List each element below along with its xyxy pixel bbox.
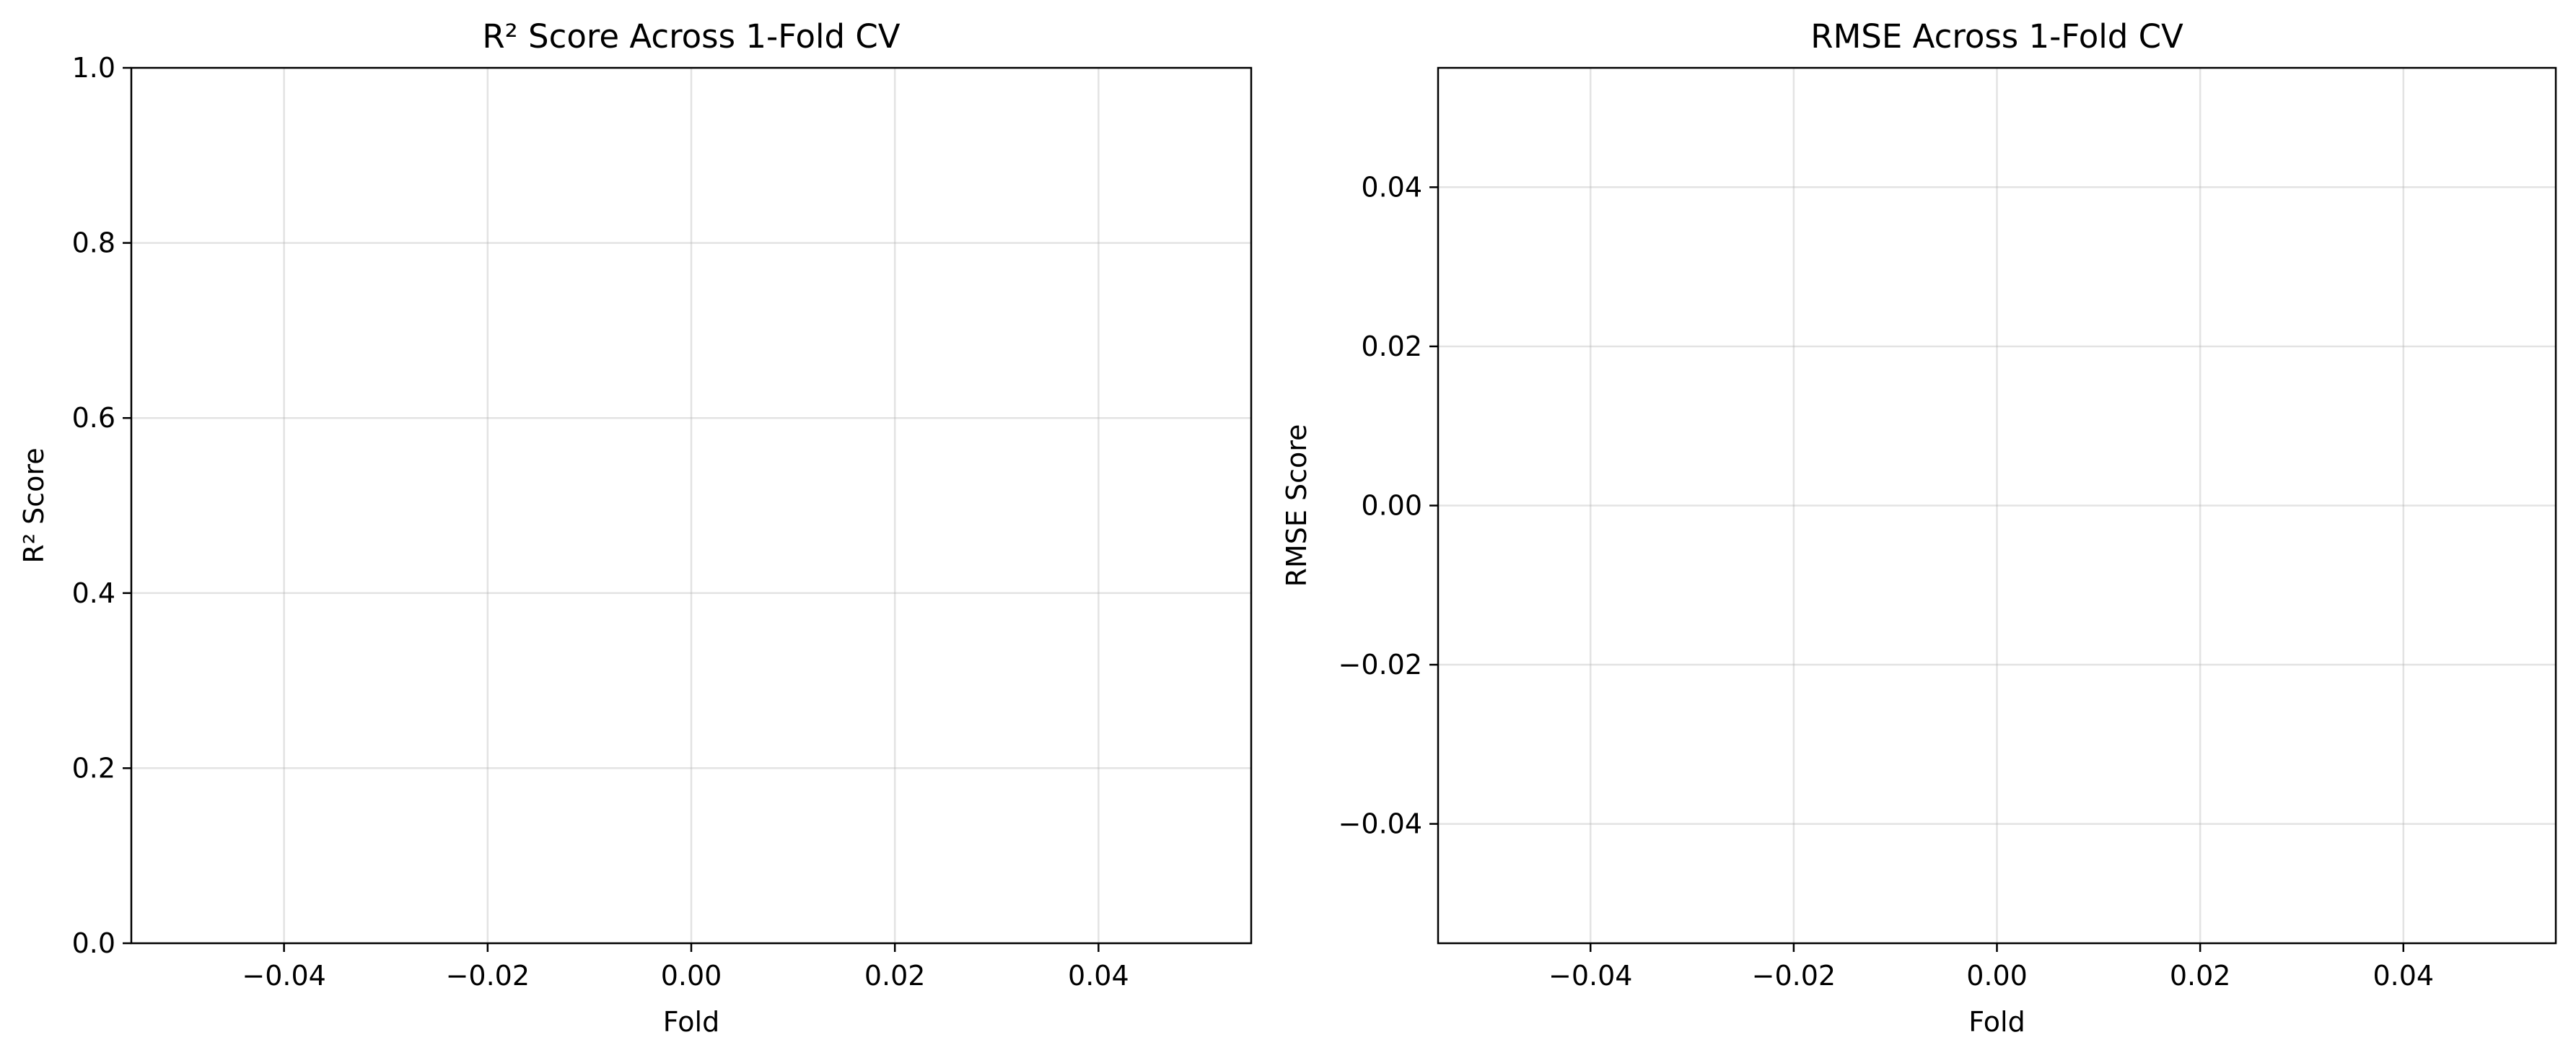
r2-x-tick-label: −0.02 (446, 960, 530, 992)
r2-y-tick-label: 0.8 (72, 227, 115, 259)
rmse-x-tick-label: 0.00 (1966, 960, 2028, 992)
rmse-x-tick-label: 0.04 (2373, 960, 2434, 992)
r2-chart-title: R² Score Across 1-Fold CV (482, 17, 900, 56)
rmse-y-tick-label: −0.04 (1339, 808, 1422, 840)
r2-ticks: −0.04 −0.02 0.00 0.02 0.04 0.0 0.2 0.4 0.6 0.8 1.0 (72, 52, 1129, 992)
rmse-ticks: −0.04 −0.02 0.00 0.02 0.04 −0.04 −0.02 0.00 0.02… (1339, 171, 2435, 992)
r2-y-tick-label: 1.0 (72, 52, 115, 84)
rmse-y-tick-label: −0.02 (1339, 649, 1422, 681)
rmse-x-tick-label: 0.02 (2170, 960, 2231, 992)
r2-chart-panel: −0.04 −0.02 0.00 0.02 0.04 0.0 0.2 0.4 0.6 0.8 1.0… (18, 17, 1253, 1038)
rmse-x-tick-label: −0.02 (1752, 960, 1836, 992)
rmse-y-tick-label: 0.04 (1361, 171, 1422, 203)
rmse-y-tick-label: 0.02 (1361, 331, 1422, 362)
r2-x-tick-label: −0.04 (242, 960, 325, 992)
rmse-y-tick-label: 0.00 (1361, 490, 1422, 522)
rmse-grid (1438, 68, 2556, 943)
r2-y-tick-label: 0.0 (72, 927, 115, 959)
rmse-x-axis-label: Fold (1968, 1006, 2025, 1038)
rmse-chart-panel: −0.04 −0.02 0.00 0.02 0.04 −0.04 −0.02 0.00 0.02… (1281, 17, 2557, 1038)
r2-x-tick-label: 0.00 (661, 960, 722, 992)
r2-y-axis-label: R² Score (18, 447, 50, 563)
rmse-chart-title: RMSE Across 1-Fold CV (1810, 17, 2183, 56)
rmse-x-tick-label: −0.04 (1548, 960, 1632, 992)
r2-y-tick-label: 0.4 (72, 577, 115, 609)
r2-x-tick-label: 0.02 (864, 960, 926, 992)
r2-y-tick-label: 0.2 (72, 752, 115, 784)
r2-x-axis-label: Fold (663, 1006, 719, 1038)
r2-y-tick-label: 0.6 (72, 402, 115, 434)
rmse-y-axis-label: RMSE Score (1281, 424, 1313, 587)
r2-x-tick-label: 0.04 (1068, 960, 1129, 992)
